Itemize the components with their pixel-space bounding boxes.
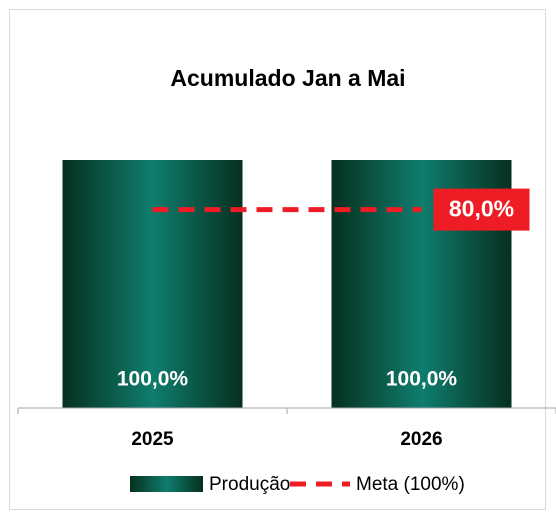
chart-title: Acumulado Jan a Mai	[170, 65, 405, 91]
legend-label: Meta (100%)	[356, 474, 465, 495]
bar-value-label: 100,0%	[386, 368, 458, 391]
legend-swatch	[130, 476, 203, 492]
target-value-label: 80,0%	[449, 196, 514, 222]
x-tick-label: 2026	[400, 429, 442, 450]
bar	[62, 160, 243, 408]
legend-label: Produção	[209, 474, 290, 495]
target-label-box	[433, 188, 530, 231]
bar-value-label: 100,0%	[117, 368, 189, 391]
x-tick-label: 2025	[131, 429, 174, 450]
